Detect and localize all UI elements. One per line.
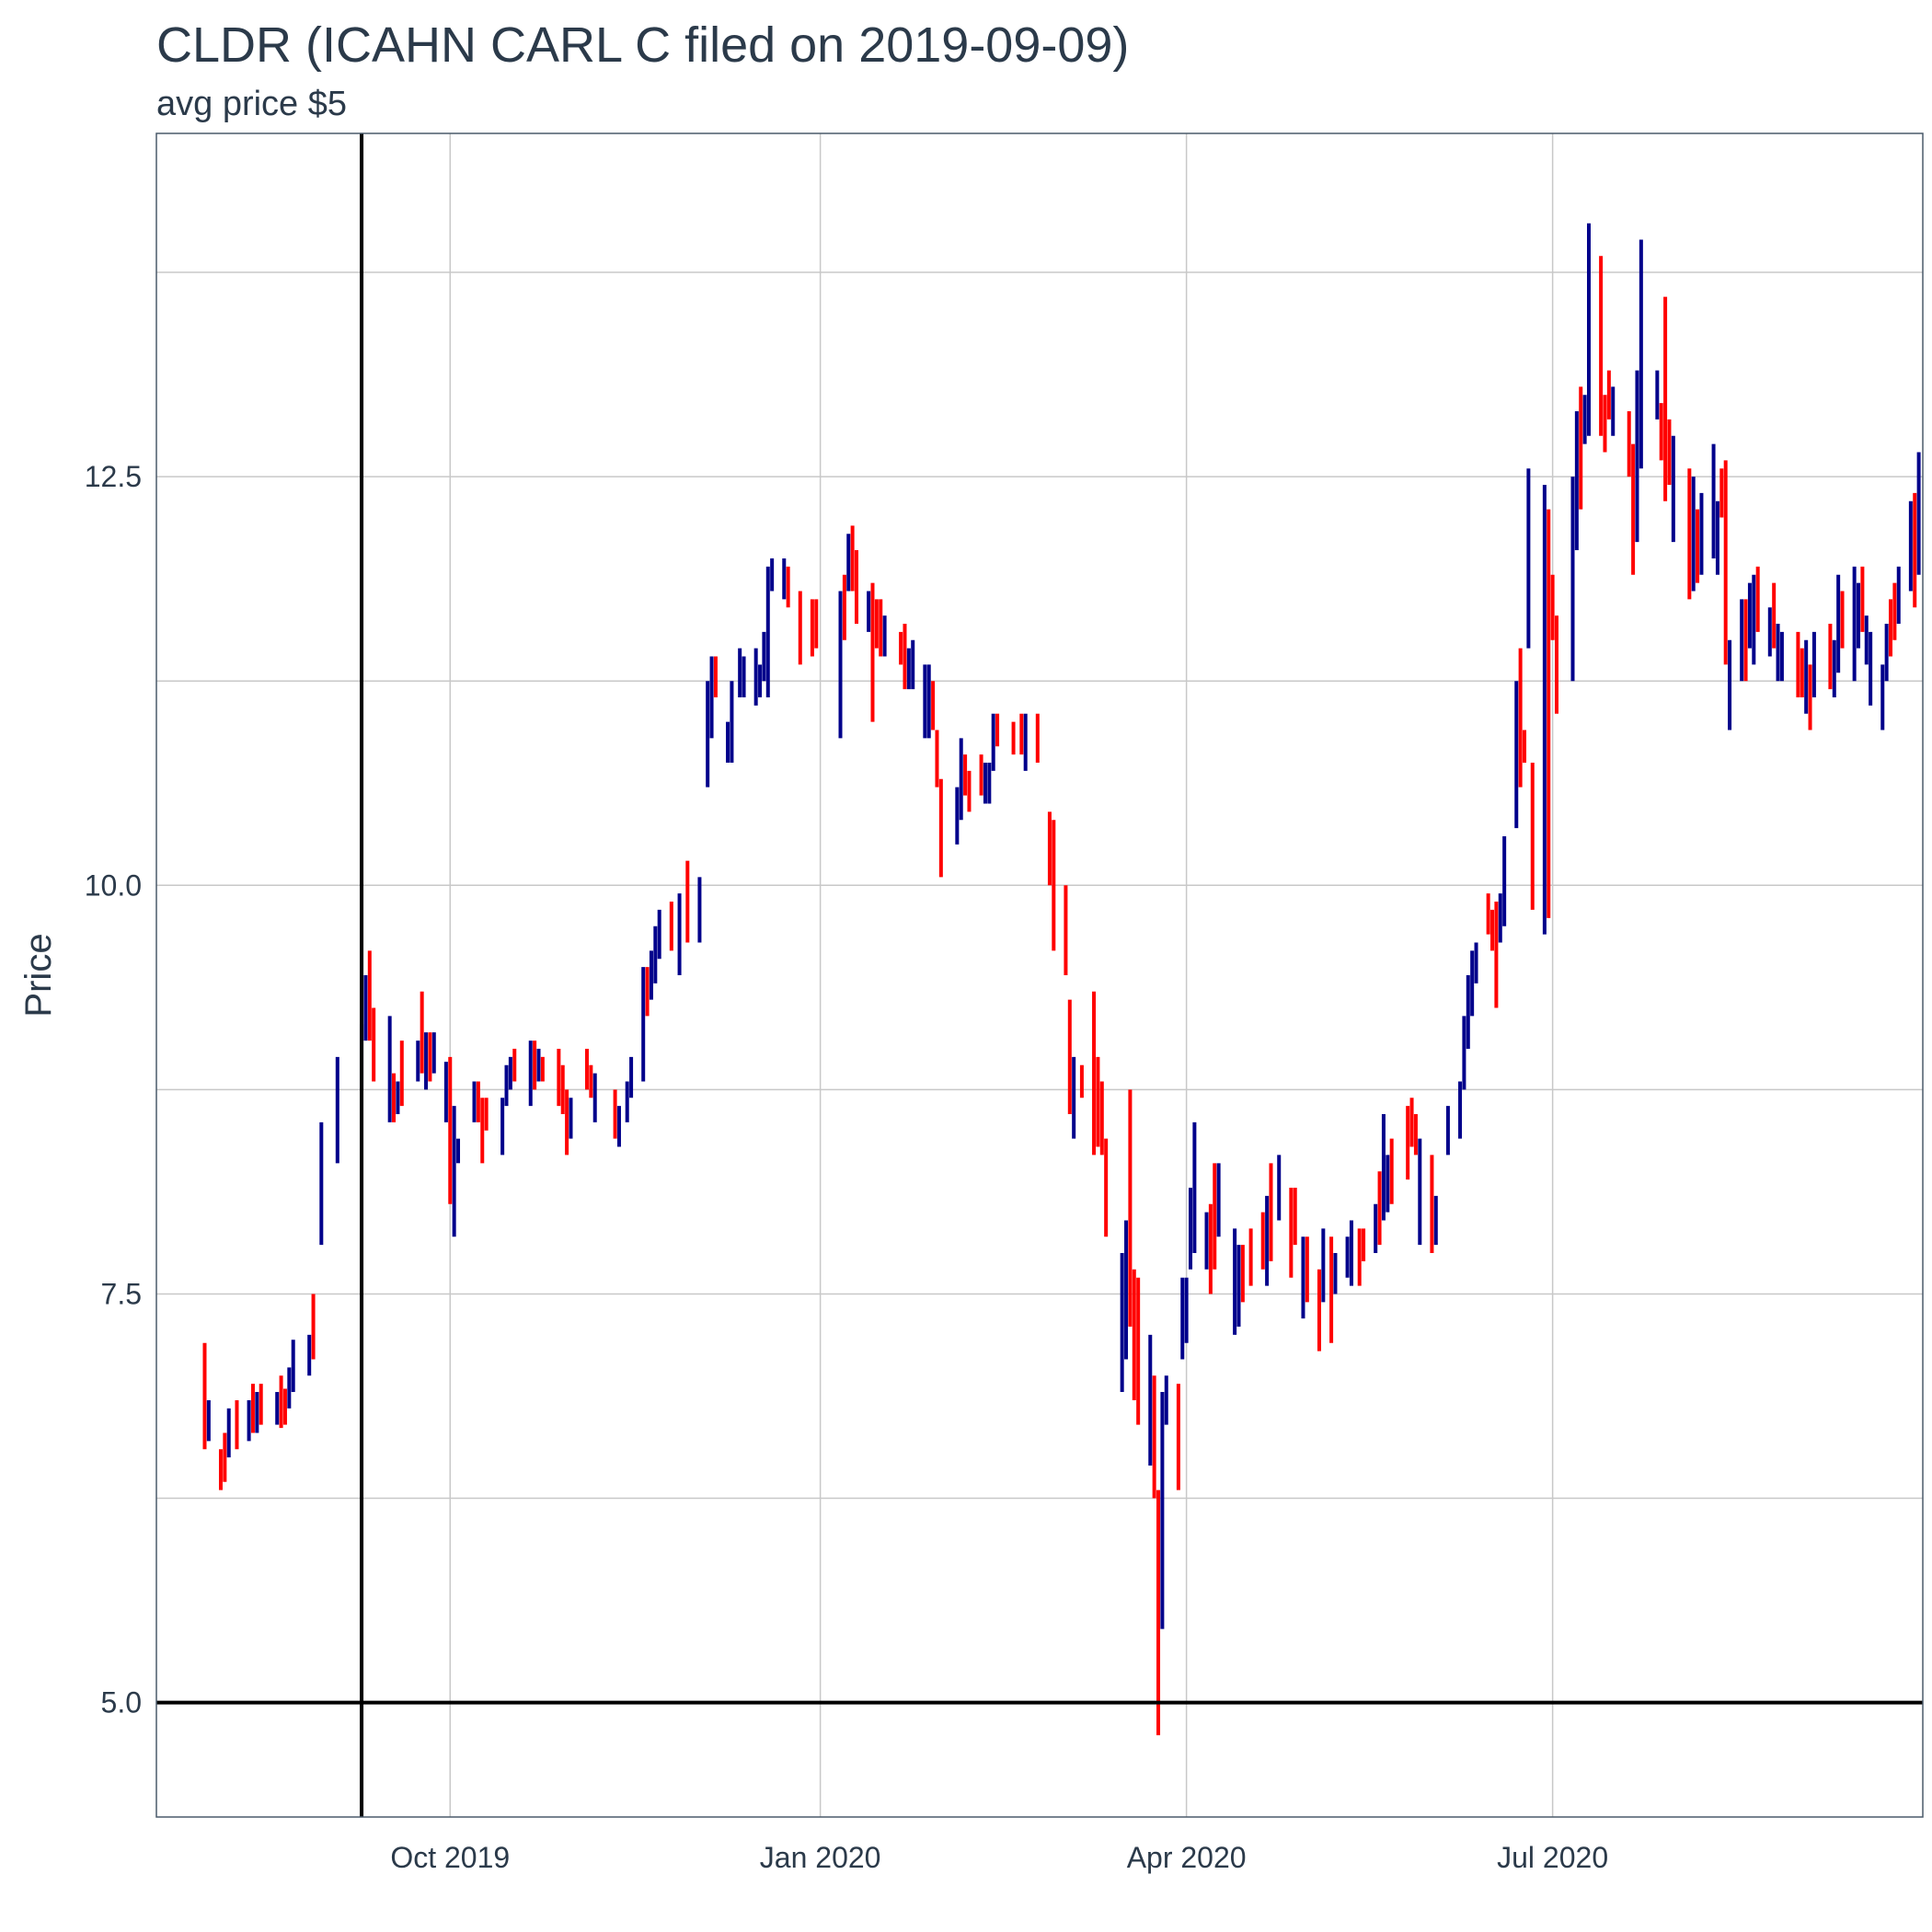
x-tick-label: Oct 2019: [390, 1841, 510, 1874]
chart-title: CLDR (ICAHN CARL C filed on 2019-09-09): [156, 17, 1130, 73]
axis-labels: 5.0 7.5 10.0 12.5 Oct 2019 Jan 2020 Apr 2020 Ju…: [85, 460, 1608, 1874]
reference-lines: [156, 133, 1923, 1817]
plot-panel-border: [155, 132, 1924, 1818]
chart-subtitle: avg price $5: [156, 85, 348, 123]
price-bars: [202, 223, 1921, 1736]
x-tick-label: Apr 2020: [1127, 1841, 1247, 1874]
x-tick-label: Jul 2020: [1497, 1841, 1608, 1874]
x-tick-label: Jan 2020: [760, 1841, 881, 1874]
y-tick-label: 7.5: [101, 1277, 142, 1310]
y-tick-label: 5.0: [101, 1686, 142, 1719]
y-tick-label: 12.5: [85, 460, 142, 493]
y-axis-title: Price: [18, 933, 59, 1017]
y-tick-label: 10.0: [85, 868, 142, 902]
